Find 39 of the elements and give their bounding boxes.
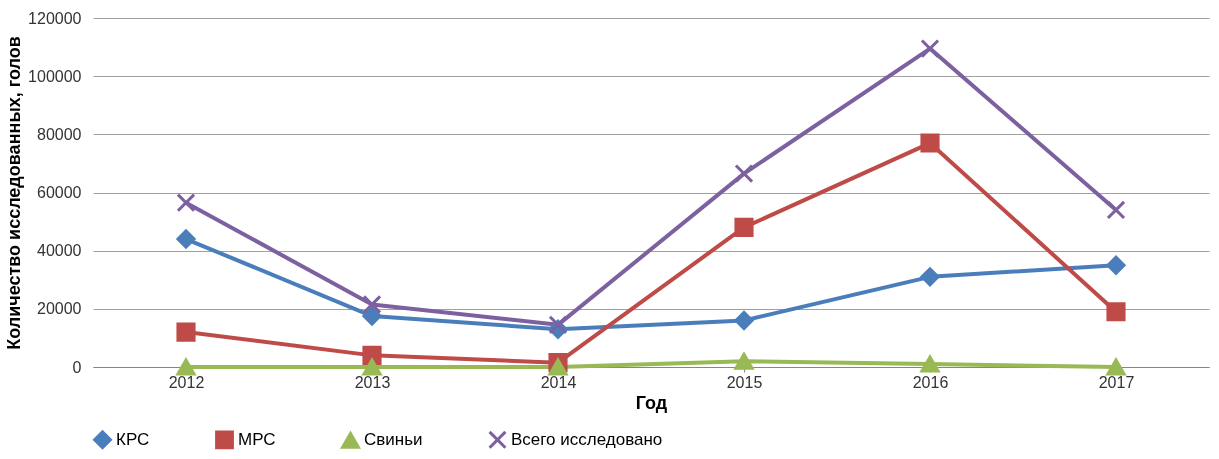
y-tick-label: 80000	[37, 125, 82, 143]
point	[176, 358, 196, 376]
y-tick-label: 100000	[28, 67, 82, 85]
legend-label: Всего исследовано	[511, 429, 663, 449]
point	[920, 133, 940, 153]
x-tick-label: 2017	[1098, 373, 1135, 391]
point	[920, 355, 940, 373]
legend-label: Свиньи	[364, 430, 423, 450]
point	[1106, 302, 1126, 322]
point	[1106, 358, 1126, 376]
point	[176, 193, 196, 213]
point	[362, 306, 382, 326]
x-tick-label: 2014	[540, 373, 577, 391]
point	[734, 164, 754, 184]
point	[920, 267, 940, 287]
point	[176, 322, 196, 342]
point	[734, 217, 754, 237]
x-tick-label: 2013	[354, 373, 391, 391]
point	[548, 358, 568, 376]
x-tick-label: 2015	[726, 373, 763, 391]
point	[734, 310, 754, 331]
y-axis-title: Количество исследованных, голов	[4, 36, 25, 350]
y-tick-label: 20000	[37, 300, 82, 318]
x-tick-label: 2016	[912, 373, 949, 391]
point	[920, 38, 940, 59]
point	[362, 358, 382, 376]
point	[176, 229, 196, 249]
legend-label: КРС	[116, 429, 150, 449]
legend-label: МРС	[238, 429, 276, 449]
point	[734, 352, 754, 370]
point	[362, 294, 382, 315]
x-axis-title: Год	[635, 392, 668, 413]
point	[1106, 255, 1126, 275]
point	[1106, 200, 1126, 220]
y-tick-label: 120000	[28, 9, 82, 27]
x-tick-label: 2012	[168, 373, 205, 391]
y-tick-label: 0	[72, 358, 82, 376]
y-tick-label: 40000	[37, 242, 82, 260]
y-tick-label: 60000	[37, 184, 82, 201]
